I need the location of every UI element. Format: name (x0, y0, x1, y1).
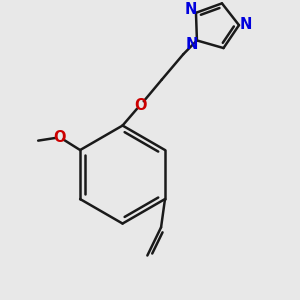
Text: N: N (185, 37, 198, 52)
Text: O: O (134, 98, 146, 113)
Text: N: N (184, 2, 196, 16)
Text: N: N (239, 17, 252, 32)
Text: O: O (53, 130, 66, 145)
